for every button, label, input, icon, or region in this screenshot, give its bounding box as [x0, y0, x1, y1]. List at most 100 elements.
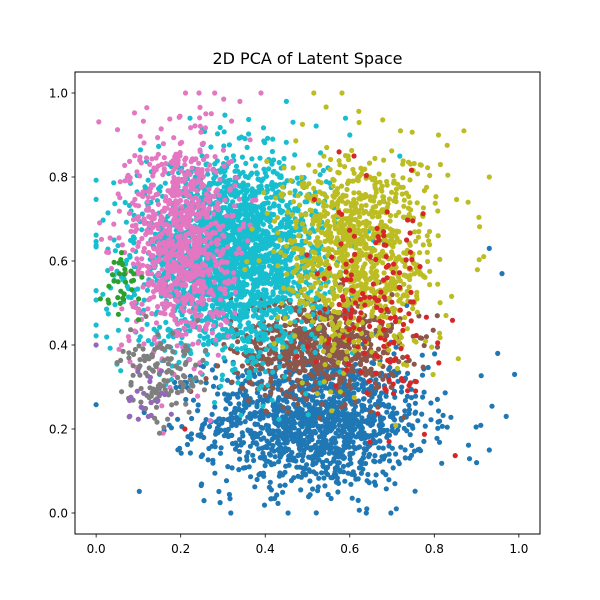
data-point: [372, 453, 378, 459]
data-point: [294, 431, 300, 437]
data-point: [360, 466, 366, 472]
data-point: [267, 359, 274, 365]
data-point: [364, 478, 370, 484]
data-point: [236, 233, 242, 239]
data-point: [137, 334, 143, 340]
data-point: [295, 473, 301, 479]
data-point: [371, 417, 377, 423]
data-point: [187, 115, 193, 121]
data-point: [435, 408, 442, 414]
data-point: [489, 403, 495, 409]
data-point: [245, 397, 252, 403]
data-point: [351, 407, 357, 413]
data-point: [393, 344, 399, 350]
data-point: [387, 364, 393, 371]
data-point: [236, 213, 242, 220]
data-point: [300, 367, 306, 373]
data-point: [442, 390, 448, 396]
data-point: [278, 209, 284, 215]
data-point: [304, 318, 310, 324]
data-point: [261, 454, 267, 460]
data-point: [260, 271, 266, 278]
data-point: [276, 159, 282, 166]
data-point: [333, 315, 339, 321]
data-point: [175, 292, 181, 298]
data-point: [390, 465, 396, 471]
data-point: [276, 473, 282, 479]
data-point: [237, 456, 243, 462]
data-point: [355, 476, 361, 482]
data-point: [311, 417, 317, 423]
data-point: [367, 398, 373, 404]
data-point: [246, 464, 252, 470]
data-point: [298, 409, 305, 415]
data-point: [330, 373, 336, 379]
data-point: [326, 450, 332, 456]
data-point: [219, 377, 225, 383]
data-point: [301, 441, 307, 447]
data-point: [278, 387, 284, 393]
data-point: [209, 367, 215, 373]
data-point: [276, 203, 282, 209]
data-point: [331, 359, 337, 365]
data-point: [151, 294, 157, 300]
data-point: [412, 400, 418, 406]
data-point: [409, 423, 415, 429]
data-point: [317, 344, 323, 350]
data-point: [356, 507, 362, 513]
data-point: [322, 440, 328, 446]
data-point: [231, 270, 237, 276]
data-point: [323, 372, 330, 378]
data-point: [270, 291, 276, 297]
data-point: [402, 398, 408, 404]
data-point: [222, 168, 228, 174]
data-point: [139, 326, 145, 332]
data-point: [251, 457, 257, 464]
data-point: [251, 191, 257, 197]
data-point: [240, 330, 246, 336]
data-point: [236, 279, 242, 285]
data-point: [289, 449, 295, 456]
data-point: [319, 394, 325, 400]
data-point: [273, 183, 279, 189]
data-point: [383, 486, 389, 492]
data-point: [275, 500, 281, 506]
data-point: [313, 450, 319, 456]
data-point: [319, 366, 325, 372]
data-point: [287, 427, 293, 433]
data-point: [373, 472, 379, 478]
data-point: [232, 265, 238, 271]
data-point: [299, 359, 305, 365]
data-point: [286, 453, 292, 459]
data-point: [305, 412, 311, 418]
data-point: [352, 399, 359, 405]
data-point: [216, 272, 222, 278]
data-point: [246, 320, 252, 326]
data-point: [267, 452, 273, 458]
data-point: [243, 404, 249, 410]
data-point: [247, 411, 253, 417]
data-point: [312, 349, 318, 356]
data-point: [434, 435, 440, 441]
data-point: [257, 409, 263, 415]
data-point: [317, 427, 323, 433]
data-point: [197, 333, 203, 339]
data-point: [390, 405, 397, 411]
data-point: [262, 369, 268, 375]
data-point: [297, 308, 303, 314]
data-point: [439, 460, 445, 466]
data-point: [235, 370, 241, 376]
data-point: [123, 219, 129, 225]
data-point: [287, 297, 294, 303]
data-point: [246, 131, 252, 137]
data-point: [145, 177, 151, 183]
series-0: [93, 245, 518, 516]
data-point: [340, 455, 347, 461]
data-point: [304, 330, 310, 336]
data-point: [262, 392, 268, 398]
data-point: [387, 328, 393, 334]
data-point: [137, 147, 144, 153]
data-point: [495, 350, 501, 356]
data-point: [233, 175, 239, 181]
data-point: [325, 491, 331, 498]
